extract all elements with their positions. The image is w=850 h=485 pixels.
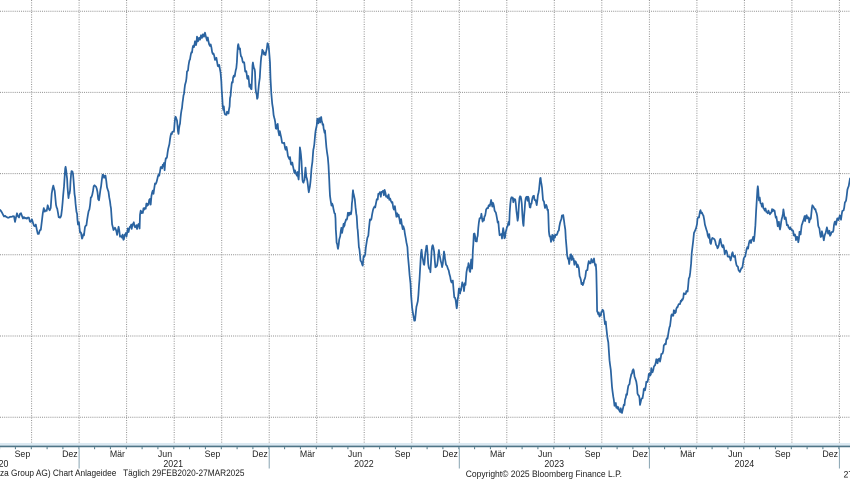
svg-text:Jun: Jun (538, 449, 552, 459)
svg-text:27: 27 (844, 469, 850, 479)
svg-text:Jun: Jun (158, 449, 172, 459)
svg-text:Mär: Mär (300, 449, 315, 459)
svg-text:Jun: Jun (728, 449, 742, 459)
svg-text:2022: 2022 (354, 459, 374, 470)
svg-text:Dez: Dez (252, 449, 268, 459)
svg-text:Sep: Sep (205, 449, 221, 459)
svg-text:Dez: Dez (632, 449, 648, 459)
svg-text:Dez: Dez (442, 449, 458, 459)
svg-text:Sep: Sep (395, 449, 411, 459)
svg-text:Copyright© 2025 Bloomberg Fina: Copyright© 2025 Bloomberg Finance L.P. (466, 469, 622, 479)
svg-text:za Group AG) Chart Anlageidee: za Group AG) Chart Anlageidee Täglich 29… (0, 468, 245, 478)
svg-text:Sep: Sep (585, 449, 601, 459)
svg-text:Mär: Mär (110, 449, 125, 459)
svg-text:Dez: Dez (62, 449, 78, 459)
svg-text:Mär: Mär (680, 449, 695, 459)
svg-text:Dez: Dez (822, 449, 838, 459)
svg-text:2024: 2024 (735, 459, 755, 470)
svg-text:Sep: Sep (775, 449, 791, 459)
svg-text:Mär: Mär (490, 449, 505, 459)
svg-text:Jun: Jun (348, 449, 362, 459)
svg-text:Sep: Sep (15, 449, 31, 459)
